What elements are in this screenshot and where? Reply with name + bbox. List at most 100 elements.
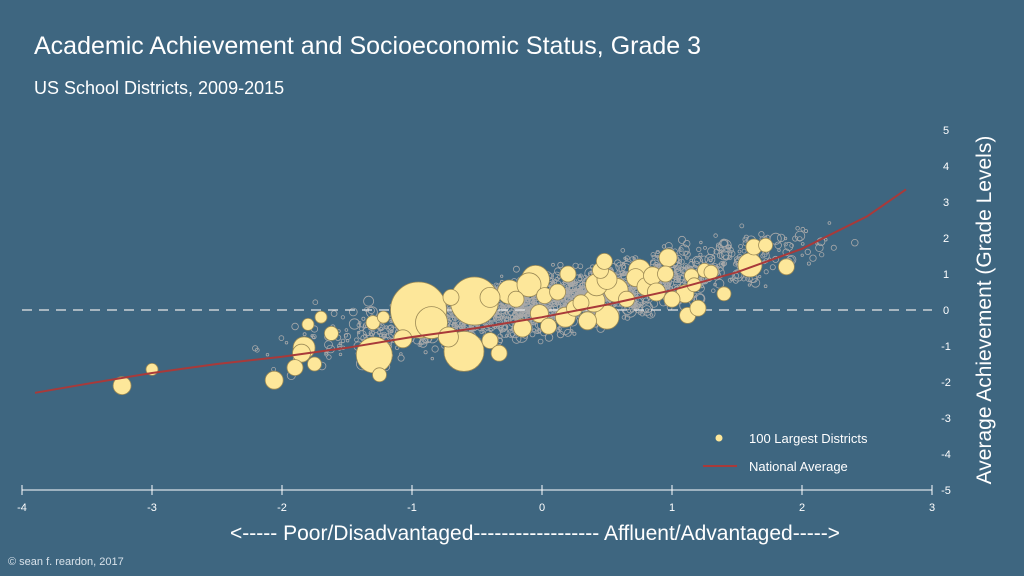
district-dot [627,309,631,314]
chart-subtitle: US School Districts, 2009-2015 [34,78,285,98]
largest-district-point [513,318,532,338]
y-tick-label: 3 [943,197,949,209]
district-dot [743,234,749,240]
district-dot [529,331,536,338]
district-dot [827,221,832,225]
district-dot [645,308,656,319]
district-dot [634,305,643,314]
district-dot [551,300,562,310]
largest-district-point [578,311,597,331]
x-tick-label: 0 [539,502,545,514]
district-dot [763,284,768,289]
district-dot [621,264,627,270]
national-average-line [34,188,907,394]
copyright-note: © sean f. reardon, 2017 [8,556,124,568]
district-dot [379,327,384,331]
district-dot [614,259,622,267]
district-dot [683,250,691,258]
district-dot [265,353,270,357]
district-dot [503,316,509,322]
district-dot [577,263,584,270]
largest-district-point [264,370,284,390]
largest-district-point [689,299,707,317]
district-dot [496,316,502,322]
district-dot [278,335,285,341]
district-dot [729,277,734,282]
largest-district-point [663,290,681,308]
district-dot [728,250,736,258]
district-dot [758,274,762,279]
district-dot [815,243,824,252]
largest-district-point [657,265,674,283]
district-dot [641,301,653,314]
district-dot [676,266,681,271]
district-dot [551,262,555,267]
district-dot [707,256,714,262]
district-dot [495,318,504,327]
district-dot [774,241,782,249]
district-dot [369,332,374,337]
legend-label-average: National Average [749,459,848,474]
district-dot [819,252,825,258]
largest-district-point [415,306,448,340]
district-dot [769,264,776,271]
district-dot [344,328,349,332]
district-dot [397,354,405,362]
district-dot [703,245,707,250]
district-dot [621,315,627,320]
district-dot [459,321,464,326]
district-dot [354,337,359,343]
largest-district-point [372,367,387,383]
district-dot [504,334,509,338]
district-dot [678,247,684,253]
district-dot [579,287,587,295]
district-dot [678,248,682,252]
district-dot [570,290,577,297]
district-dot [699,240,703,245]
district-dot [727,244,732,249]
district-dot [502,305,509,312]
district-dot [698,252,703,257]
district-dot [661,244,667,249]
y-axis-label: Average Achievement (Grade Levels) [973,135,996,485]
district-dot [493,313,503,323]
district-dot [488,327,493,333]
district-dot [639,301,644,307]
district-dot [800,226,806,232]
district-dot [348,307,358,317]
district-dot [851,238,859,247]
district-dot [338,341,343,346]
district-dot [499,328,510,338]
district-dot [750,278,761,288]
district-dot [620,248,626,253]
district-dot [423,350,428,355]
largest-district-point [658,248,678,268]
district-dot [723,254,730,261]
y-tick-label: 1 [943,269,949,281]
largest-district-point [507,290,525,308]
district-dot [789,243,794,248]
district-dot [533,301,537,306]
district-dot [508,309,515,316]
district-dot [271,366,277,372]
district-dot [565,283,575,293]
district-dot [783,236,788,241]
district-dot [340,338,346,344]
largest-district-point [442,288,460,306]
district-dot [330,310,338,317]
district-dot [655,249,660,254]
district-dot [629,256,635,262]
district-dot [479,329,485,335]
district-dot [718,250,730,261]
district-dot [523,307,531,314]
district-dot [704,253,716,265]
largest-district-point [559,265,577,283]
district-dot [399,352,403,356]
district-dot [683,239,691,248]
district-dot [577,276,583,282]
district-dot [783,242,788,247]
district-dot [624,315,631,321]
district-dot [713,233,718,238]
district-dot [651,254,656,259]
